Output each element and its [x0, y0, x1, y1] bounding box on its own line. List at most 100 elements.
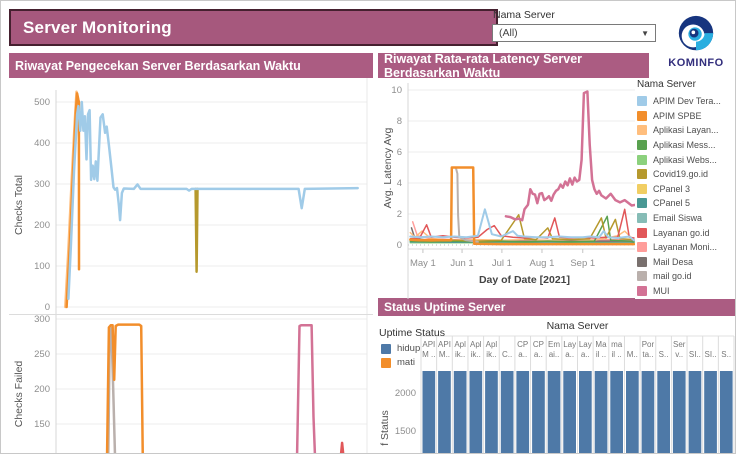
legend-item-4[interactable]: Aplikasi Webs... — [635, 152, 735, 167]
svg-text:M..: M.. — [439, 350, 450, 359]
uptime-bar-0[interactable] — [422, 371, 436, 454]
kominfo-logo-text: KOMINFO — [668, 56, 724, 69]
svg-text:1500: 1500 — [395, 426, 416, 437]
svg-text:Sep 1: Sep 1 — [570, 258, 595, 269]
svg-text:6: 6 — [397, 147, 402, 158]
legend-item-11[interactable]: Mail Desa — [635, 255, 735, 270]
svg-text:API: API — [438, 340, 451, 349]
svg-text:2: 2 — [397, 209, 402, 220]
legend-item-13[interactable]: MUI — [635, 284, 735, 299]
svg-text:8: 8 — [397, 116, 402, 127]
svg-text:Jun 1: Jun 1 — [450, 258, 473, 269]
svg-text:300: 300 — [34, 314, 50, 325]
svg-text:Em: Em — [548, 340, 560, 349]
legend-swatch — [637, 227, 647, 238]
uptime-bar-8[interactable] — [547, 371, 561, 454]
legend-swatch — [637, 242, 647, 253]
line-series-MUI — [504, 90, 638, 222]
legend-swatch — [637, 154, 647, 165]
legend-label: Layanan go.id — [653, 227, 710, 238]
uptime-bar-19[interactable] — [719, 371, 733, 454]
legend-label: Aplikasi Layan... — [653, 125, 719, 136]
uptime-bar-10[interactable] — [579, 371, 592, 454]
legend-item-10[interactable]: Layanan Moni... — [635, 240, 735, 255]
svg-text:a..: a.. — [518, 350, 527, 359]
svg-text:200: 200 — [34, 384, 50, 395]
legend-item-1[interactable]: APIM SPBE — [635, 109, 735, 124]
legend-item-8[interactable]: Email Siswa — [635, 211, 735, 226]
legend-item-7[interactable]: CPanel 5 — [635, 196, 735, 211]
legend-label: Aplikasi Mess... — [653, 140, 716, 151]
uptime-bar-16[interactable] — [672, 371, 686, 454]
svg-text:ik..: ik.. — [471, 350, 481, 359]
uptime-panel-title: Status Uptime Server — [378, 298, 735, 316]
svg-text:150: 150 — [34, 419, 50, 430]
line-series-Covid19.go.id — [194, 187, 199, 273]
legend-label: mail go.id — [653, 271, 692, 282]
uptime-bar-9[interactable] — [563, 371, 576, 454]
uptime-status-legend: Uptime Status hidup mati — [379, 327, 449, 370]
uptime-bar-15[interactable] — [657, 371, 670, 454]
svg-text:Ser: Ser — [673, 340, 686, 349]
svg-text:ta..: ta.. — [642, 350, 653, 359]
legend-item-0[interactable]: APIM Dev Tera... — [635, 94, 735, 109]
uptime-bar-2[interactable] — [453, 371, 467, 454]
uptime-bar-3[interactable] — [469, 371, 483, 454]
legend-item-3[interactable]: Aplikasi Mess... — [635, 138, 735, 153]
svg-text:Lay: Lay — [563, 340, 576, 349]
svg-text:May 1: May 1 — [410, 258, 436, 269]
svg-text:Lay: Lay — [579, 340, 592, 349]
svg-text:a..: a.. — [565, 350, 574, 359]
legend-label: Layanan Moni... — [653, 242, 718, 253]
svg-text:C..: C.. — [502, 350, 512, 359]
svg-text:2000: 2000 — [395, 388, 416, 399]
legend-label: MUI — [653, 286, 670, 297]
line-series-APIM SPBE — [409, 166, 636, 246]
svg-text:100: 100 — [34, 261, 50, 272]
legend-item-6[interactable]: CPanel 3 — [635, 182, 735, 197]
svg-text:250: 250 — [34, 349, 50, 360]
legend-swatch — [637, 110, 647, 121]
svg-text:Apl: Apl — [470, 340, 482, 349]
server-dropdown[interactable]: (All) ▼ — [492, 24, 656, 42]
uptime-bar-17[interactable] — [688, 371, 702, 454]
legend-item-9[interactable]: Layanan go.id — [635, 225, 735, 240]
uptime-bar-12[interactable] — [610, 371, 623, 454]
svg-text:Avg. Latency Avg: Avg. Latency Avg — [382, 127, 394, 208]
uptime-bar-11[interactable] — [594, 371, 608, 454]
uptime-bar-1[interactable] — [438, 371, 451, 454]
legend-item-2[interactable]: Aplikasi Layan... — [635, 123, 735, 138]
legend-item-mati[interactable]: mati — [379, 356, 449, 369]
legend-item-5[interactable]: Covid19.go.id — [635, 167, 735, 182]
legend-item-hidup[interactable]: hidup — [379, 342, 449, 355]
uptime-bar-13[interactable] — [626, 371, 639, 454]
svg-text:M..: M.. — [627, 350, 638, 359]
checks-total-chart: 0 100 200 300 400 500 Checks Total — [13, 78, 368, 314]
svg-text:10: 10 — [391, 85, 402, 96]
svg-text:400: 400 — [34, 138, 50, 149]
legend-label: CPanel 3 — [653, 183, 691, 194]
legend-label: Aplikasi Webs... — [653, 154, 717, 165]
svg-text:S..: S.. — [721, 350, 731, 359]
filter-label: Nama Server — [493, 9, 555, 21]
uptime-bar-5[interactable] — [500, 371, 514, 454]
uptime-bar-6[interactable] — [516, 371, 530, 454]
uptime-bar-7[interactable] — [532, 371, 545, 454]
legend-item-12[interactable]: mail go.id — [635, 269, 735, 284]
legend-title: Nama Server — [637, 79, 696, 90]
uptime-bar-18[interactable] — [704, 371, 717, 454]
svg-text:il ..: il .. — [596, 350, 606, 359]
legend-label: Mail Desa — [653, 256, 694, 267]
chevron-down-icon: ▼ — [641, 28, 649, 38]
svg-text:il ..: il .. — [612, 350, 622, 359]
line-series-MUI — [295, 324, 317, 453]
svg-text:Day of Date [2021]: Day of Date [2021] — [479, 274, 570, 286]
svg-text:S..: S.. — [659, 350, 669, 359]
svg-text:ik..: ik.. — [486, 350, 496, 359]
uptime-bar-14[interactable] — [641, 371, 655, 454]
kominfo-logo-icon — [678, 15, 714, 50]
uptime-bar-4[interactable] — [485, 371, 498, 454]
line-series-APIM SPBE — [105, 323, 144, 453]
